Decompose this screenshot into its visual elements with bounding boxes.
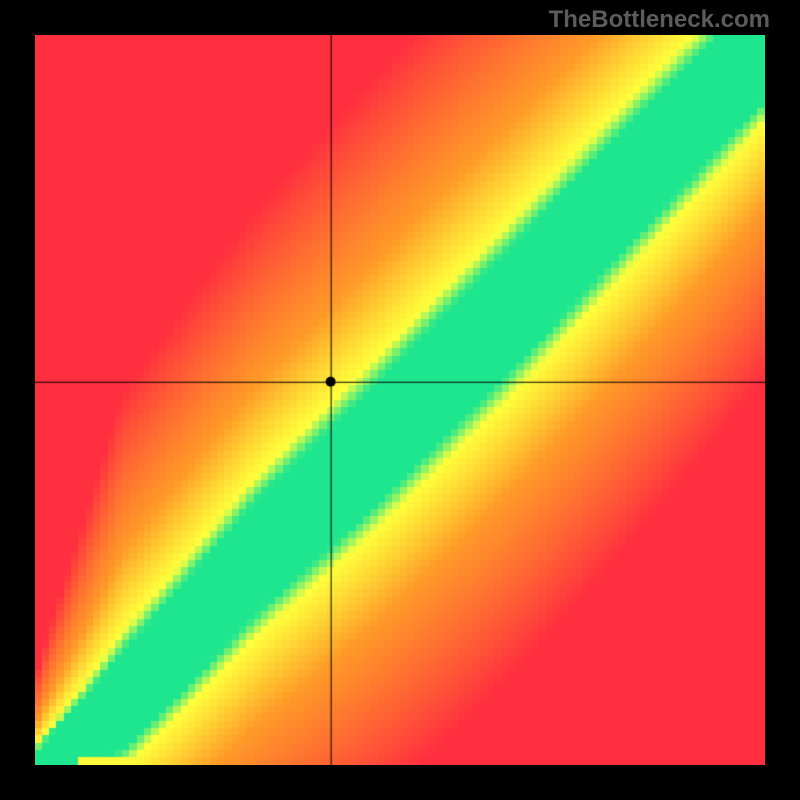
heatmap-plot — [35, 35, 765, 765]
watermark-text: TheBottleneck.com — [549, 6, 770, 34]
chart-container: TheBottleneck.com — [0, 0, 800, 800]
